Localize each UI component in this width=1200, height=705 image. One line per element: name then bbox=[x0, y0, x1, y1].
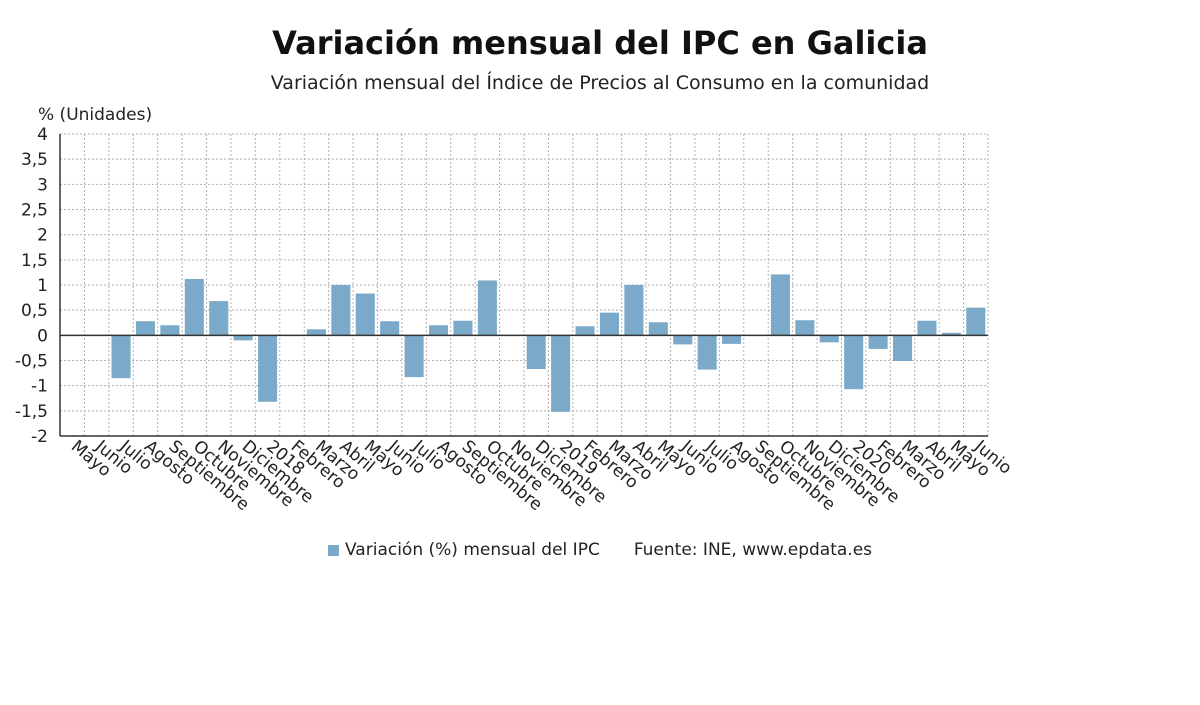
y-tick-label: -1 bbox=[31, 377, 48, 397]
y-tick-label: -0,5 bbox=[15, 352, 48, 372]
bar bbox=[624, 285, 644, 336]
legend-label: Variación (%) mensual del IPC bbox=[345, 540, 600, 560]
bar bbox=[380, 321, 400, 336]
y-tick-label: 3,5 bbox=[21, 150, 48, 170]
y-tick-label: 4 bbox=[37, 125, 48, 145]
bar bbox=[648, 322, 668, 336]
bar bbox=[795, 320, 815, 336]
y-tick-label: 2 bbox=[37, 226, 48, 246]
bar bbox=[575, 326, 595, 336]
bar bbox=[184, 278, 204, 336]
bar bbox=[770, 274, 790, 336]
bar bbox=[844, 335, 864, 390]
bar bbox=[355, 293, 375, 336]
bar bbox=[209, 301, 229, 336]
y-tick-label: -2 bbox=[31, 427, 48, 447]
chart-title: Variación mensual del IPC en Galicia bbox=[272, 24, 928, 62]
bar bbox=[404, 335, 424, 378]
y-tick-label: 1 bbox=[37, 276, 48, 296]
source-note: Fuente: INE, www.epdata.es bbox=[633, 540, 873, 560]
bar bbox=[160, 325, 180, 336]
legend-swatch bbox=[328, 544, 339, 556]
bar bbox=[819, 335, 839, 343]
y-tick-label: 0,5 bbox=[21, 301, 48, 321]
y-tick-label: 0 bbox=[37, 326, 48, 346]
bar bbox=[429, 325, 449, 336]
bar bbox=[893, 335, 913, 362]
y-tick-label: 1,5 bbox=[21, 251, 48, 271]
bar bbox=[868, 335, 888, 349]
y-tick-label: -1,5 bbox=[15, 402, 48, 422]
bar bbox=[722, 335, 742, 344]
bar bbox=[526, 335, 546, 370]
bar bbox=[111, 335, 131, 379]
bar bbox=[306, 329, 326, 336]
bar bbox=[941, 332, 961, 336]
bar bbox=[135, 321, 155, 336]
bar bbox=[697, 335, 717, 370]
bar bbox=[917, 320, 937, 336]
bar bbox=[477, 280, 497, 336]
y-tick-label: 3 bbox=[37, 175, 48, 195]
bar bbox=[599, 312, 619, 336]
y-axis-title: % (Unidades) bbox=[38, 105, 152, 125]
bar bbox=[453, 320, 473, 336]
bar bbox=[551, 335, 571, 412]
bar bbox=[966, 307, 986, 336]
bar-chart: -2 -1,5 -1 -0,5 0 0,5 1 1,5 2 2,5 3 3,5 4% (Unidades… bbox=[15, 105, 1016, 515]
bar bbox=[673, 335, 693, 345]
legend: Variación (%) mensual del IPC Fuente: IN… bbox=[328, 540, 872, 560]
bar bbox=[258, 335, 278, 402]
bar bbox=[233, 335, 253, 341]
bar bbox=[331, 285, 351, 336]
chart-subtitle: Variación mensual del Índice de Precios … bbox=[270, 72, 930, 94]
y-tick-label: 2,5 bbox=[21, 201, 48, 221]
